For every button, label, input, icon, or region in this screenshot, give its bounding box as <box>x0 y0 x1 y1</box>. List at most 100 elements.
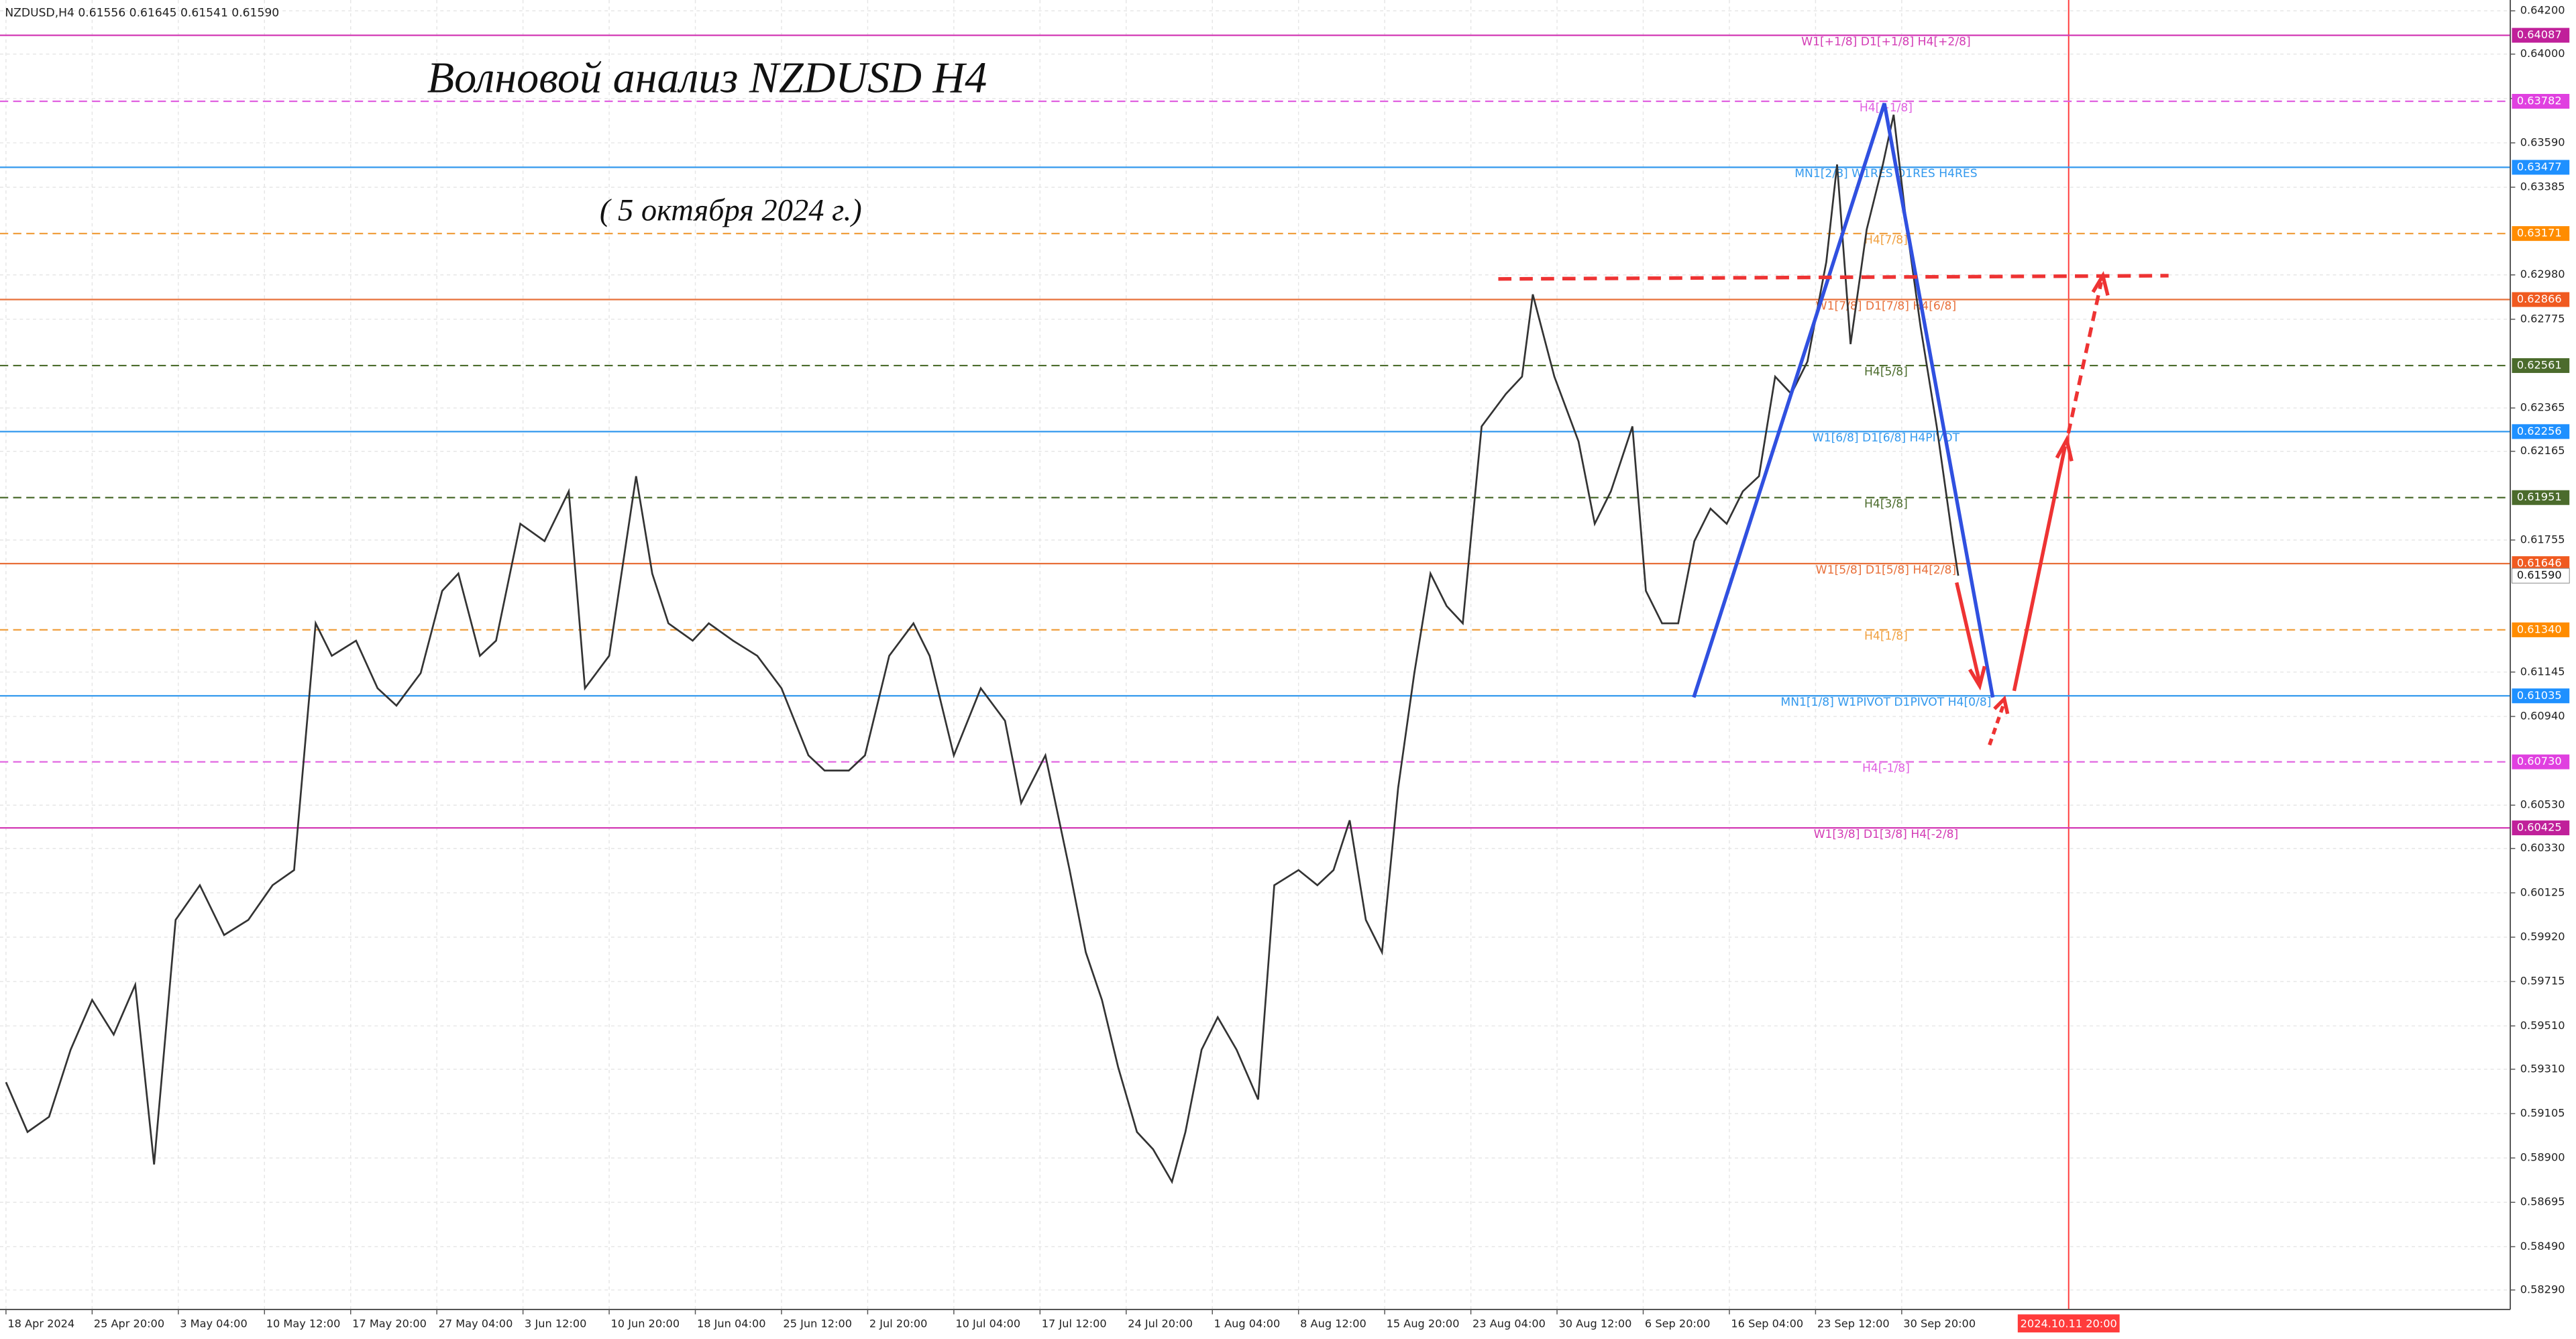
axes: 0.642000.640000.637950.635900.633850.629… <box>5 4 2570 1333</box>
x-tick-label: 30 Aug 12:00 <box>1558 1317 1631 1330</box>
level-label: W1[5/8] D1[5/8] H4[2/8] <box>1816 564 1956 577</box>
level-tag <box>2512 688 2570 704</box>
y-tick-label: 0.59310 <box>2520 1062 2565 1075</box>
level-label: H4[3/8] <box>1864 498 1908 511</box>
grid <box>0 0 2511 1309</box>
level-label: W1[7/8] D1[7/8] H4[6/8] <box>1816 299 1956 313</box>
wave-line <box>1692 103 1995 698</box>
arrow <box>1988 702 2006 746</box>
last-price-tag <box>2512 568 2570 584</box>
level-tag <box>2512 424 2570 439</box>
level-label: H4[7/8] <box>1864 233 1908 247</box>
x-tick-label: 10 Jun 20:00 <box>611 1317 680 1330</box>
time-marker-tag <box>2017 1314 2120 1333</box>
x-tick-label: 6 Sep 20:00 <box>1645 1317 1711 1330</box>
x-tick-label: 24 Jul 20:00 <box>1128 1317 1193 1330</box>
x-tick-label: 2 Jul 20:00 <box>869 1317 928 1330</box>
y-tick-label: 0.62775 <box>2520 312 2565 325</box>
price-line <box>5 114 1960 1185</box>
level-tag <box>2512 28 2570 43</box>
x-tick-label: 8 Aug 12:00 <box>1300 1317 1366 1330</box>
level-label: W1[+1/8] D1[+1/8] H4[+2/8] <box>1801 35 1971 48</box>
level-tag-label: 0.62866 <box>2517 292 2562 305</box>
y-tick-label: 0.59715 <box>2520 975 2565 987</box>
x-tick-label: 3 Jun 12:00 <box>525 1317 586 1330</box>
series <box>5 114 1960 1185</box>
level-tag-label: 0.61340 <box>2517 623 2562 635</box>
x-tick-label: 30 Sep 20:00 <box>1903 1317 1976 1330</box>
level-tag <box>2512 292 2570 307</box>
level-label: W1[6/8] D1[6/8] H4PIVOT <box>1813 431 1960 445</box>
level-tag-label: 0.64087 <box>2517 28 2562 41</box>
forecast-arrows <box>1955 270 2110 746</box>
x-tick-label: 23 Aug 04:00 <box>1472 1317 1546 1330</box>
level-label: H4[5/8] <box>1864 366 1908 379</box>
chart-title: Волновой анализ NZDUSD H4 <box>427 54 987 103</box>
arrow-head <box>1968 665 1986 691</box>
y-tick-label: 0.60330 <box>2520 841 2565 854</box>
y-tick-label: 0.62980 <box>2520 268 2565 280</box>
level-tag <box>2512 820 2570 836</box>
y-tick-label: 0.58490 <box>2520 1240 2565 1252</box>
time-marker-label: 2024.10.11 20:00 <box>2021 1317 2117 1330</box>
level-tag-label: 0.62561 <box>2517 358 2562 371</box>
arrow <box>2012 445 2068 692</box>
level-label: H4[1/8] <box>1864 630 1908 643</box>
y-tick-label: 0.60530 <box>2520 798 2565 811</box>
x-tick-label: 10 May 12:00 <box>266 1317 341 1330</box>
level-tag-label: 0.63171 <box>2517 227 2562 239</box>
level-label: MN1[1/8] W1PIVOT D1PIVOT H4[0/8] <box>1780 696 1991 709</box>
level-tag-label: 0.60425 <box>2517 821 2562 834</box>
level-tag <box>2512 93 2570 109</box>
y-tick-label: 0.59105 <box>2520 1106 2565 1119</box>
arrow <box>2066 282 2103 434</box>
level-tag <box>2512 490 2570 505</box>
level-tag <box>2512 556 2570 572</box>
arrow-head <box>2091 270 2110 296</box>
level-tag-label: 0.61951 <box>2517 490 2562 503</box>
y-tick-label: 0.59510 <box>2520 1019 2565 1032</box>
y-tick-label: 0.63590 <box>2520 136 2565 148</box>
y-tick-label: 0.62165 <box>2520 444 2565 457</box>
arrow <box>1955 582 1982 684</box>
arrow-head <box>1993 695 2010 714</box>
arrow-head <box>2055 435 2074 462</box>
y-tick-label: 0.63385 <box>2520 180 2565 193</box>
level-label: MN1[2/8] W1RES D1RES H4RES <box>1794 167 1977 180</box>
level-tag-label: 0.63782 <box>2517 95 2562 107</box>
y-tick-label: 0.59920 <box>2520 930 2565 943</box>
y-tick-label: 0.58900 <box>2520 1151 2565 1164</box>
level-label: W1[3/8] D1[3/8] H4[-2/8] <box>1814 828 1959 841</box>
x-tick-label: 23 Sep 12:00 <box>1817 1317 1890 1330</box>
level-tag <box>2512 622 2570 637</box>
y-tick-label: 0.60940 <box>2520 709 2565 722</box>
x-tick-label: 16 Sep 04:00 <box>1731 1317 1803 1330</box>
y-tick-label: 0.61145 <box>2520 665 2565 678</box>
x-tick-label: 18 Apr 2024 <box>7 1317 74 1330</box>
y-tick-label: 0.58695 <box>2520 1195 2565 1208</box>
y-tick-label: 0.58290 <box>2520 1283 2565 1295</box>
resistance-dash <box>1498 274 2169 281</box>
chart-subtitle: ( 5 октября 2024 г.) <box>600 194 862 228</box>
last-price-label: 0.61590 <box>2517 569 2562 582</box>
level-tag-label: 0.62256 <box>2517 425 2562 437</box>
y-tick-label: 0.62365 <box>2520 401 2565 414</box>
x-tick-label: 27 May 04:00 <box>439 1317 513 1330</box>
level-tag <box>2512 754 2570 769</box>
level-tag-label: 0.61646 <box>2517 557 2562 570</box>
x-tick-label: 25 Apr 20:00 <box>94 1317 164 1330</box>
x-tick-label: 17 May 20:00 <box>352 1317 427 1330</box>
y-tick-label: 0.60125 <box>2520 886 2565 898</box>
x-tick-label: 1 Aug 04:00 <box>1214 1317 1281 1330</box>
level-label: H4[-1/8] <box>1862 761 1910 775</box>
drawings <box>1498 103 2169 746</box>
x-tick-label: 10 Jul 04:00 <box>955 1317 1020 1330</box>
x-tick-label: 18 Jun 04:00 <box>697 1317 766 1330</box>
x-tick-label: 25 Jun 12:00 <box>783 1317 852 1330</box>
header: NZDUSD,H4 0.61556 0.61645 0.61541 0.6159… <box>5 7 279 20</box>
level-tag <box>2512 160 2570 175</box>
x-tick-label: 15 Aug 20:00 <box>1387 1317 1460 1330</box>
